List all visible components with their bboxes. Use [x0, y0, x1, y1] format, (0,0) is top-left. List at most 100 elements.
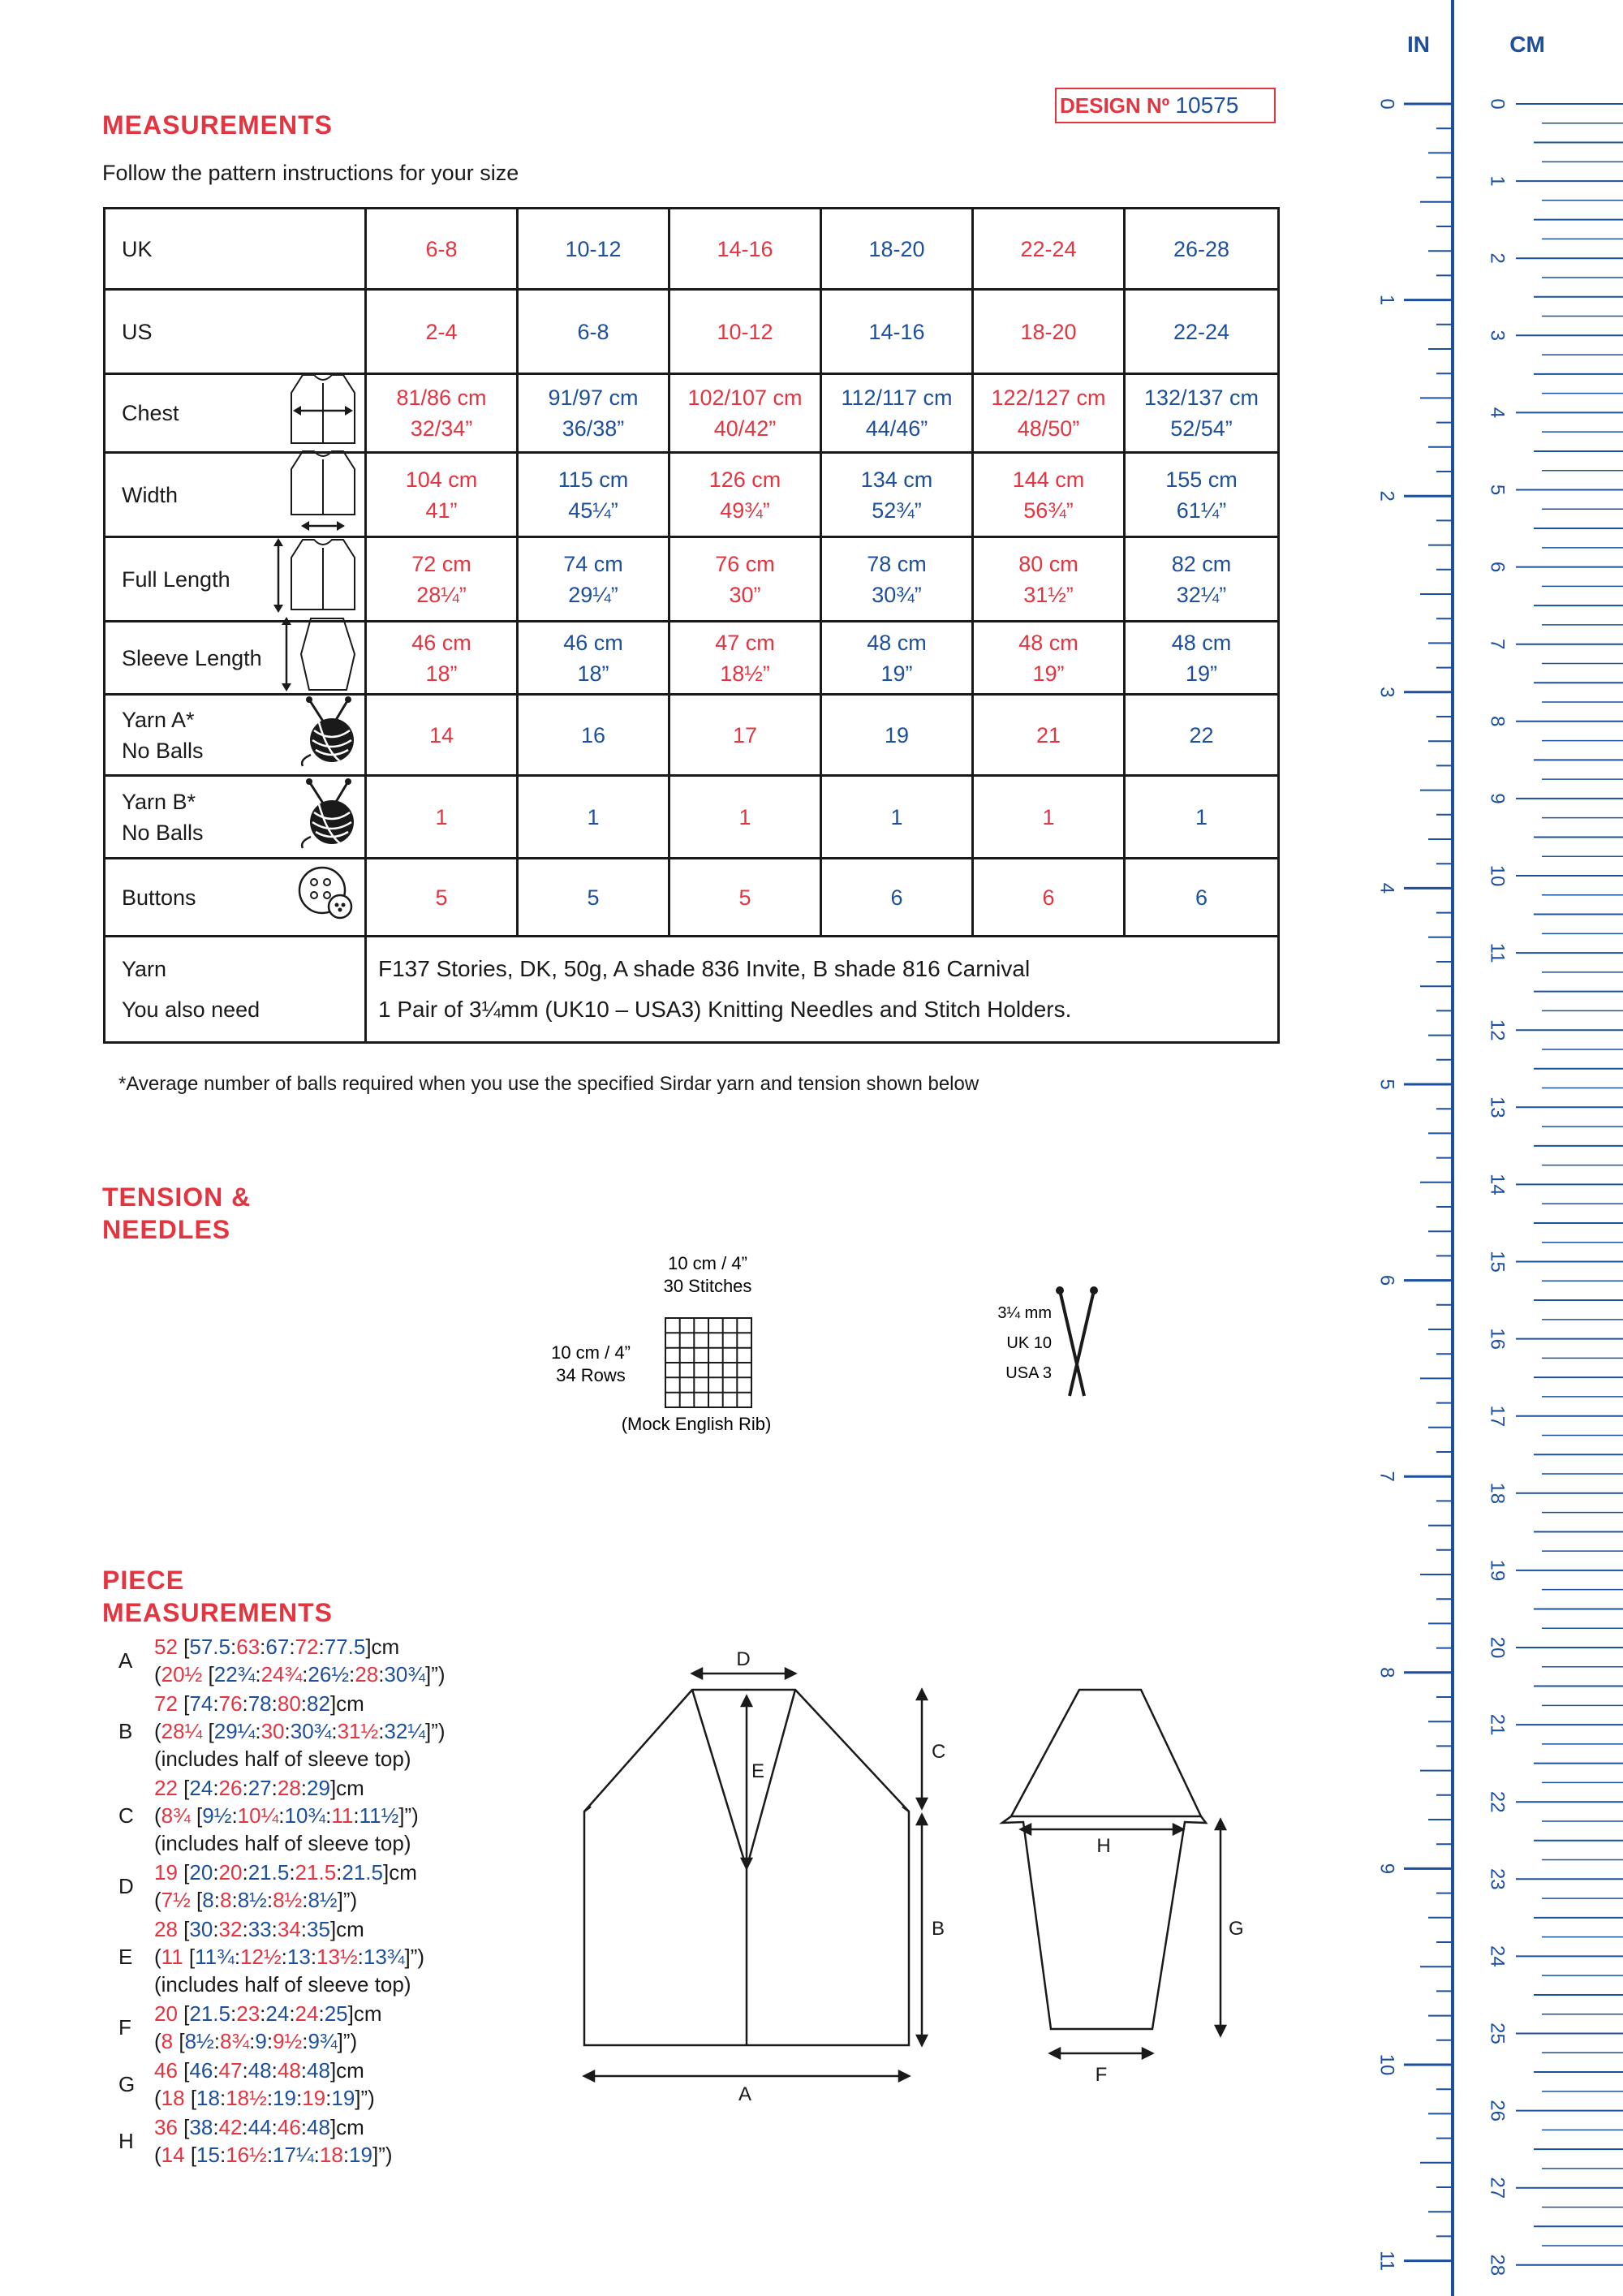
subtitle: Follow the pattern instructions for your… — [102, 161, 519, 185]
size-value: 132/137 cm — [1143, 386, 1259, 410]
size-value-inches: 44/46” — [865, 416, 928, 441]
piece-fragment: : — [219, 2143, 226, 2167]
piece-fragment: [ — [202, 1719, 214, 1743]
piece-fragment: : — [302, 2029, 308, 2053]
piece-fragment: 21.5 — [189, 2001, 230, 2026]
size-cell: 78 cm 30¾” — [820, 536, 974, 622]
size-value: 2-4 — [425, 319, 458, 344]
piece-line2: (18 [18:18½:19:19:19]”) — [154, 2084, 446, 2112]
piece-fragment: 74 — [189, 1691, 213, 1716]
yarn-labels-cell: Yarn You also need — [103, 935, 367, 1044]
cm-number: 16 — [1487, 1328, 1509, 1350]
size-cell: 6 — [820, 857, 974, 937]
cm-number: 14 — [1487, 1174, 1509, 1195]
row-label-line2: No Balls — [122, 820, 204, 845]
piece-fragment: 10¼ — [237, 1803, 279, 1828]
design-number: 10575 — [1175, 93, 1239, 118]
piece-fragment: 8 — [161, 2029, 174, 2053]
cm-number: 21 — [1487, 1714, 1509, 1736]
piece-fragment: : — [260, 1635, 266, 1659]
piece-fragment: 11 — [331, 1803, 354, 1828]
piece-line1: 19 [20:20:21.5:21.5:21.5]cm — [154, 1859, 446, 1886]
cm-number: 10 — [1487, 865, 1509, 887]
piece-note: (includes half of sleeve top) — [154, 1972, 411, 1997]
size-cell: 5 — [516, 857, 670, 937]
size-value: 115 cm — [558, 467, 629, 492]
row-label-cell: Yarn A* No Balls — [103, 693, 367, 777]
row-label-cell: UK — [103, 207, 367, 291]
piece-fragment: : — [213, 2115, 219, 2139]
size-value-inches: 56¾” — [1023, 498, 1074, 523]
piece-fragment: 42 — [218, 2115, 243, 2139]
sleeve-length-icon — [278, 614, 359, 703]
needle-uk-label: UK 10 — [1006, 1334, 1052, 1352]
size-cell: 5 — [668, 857, 822, 937]
cm-number: 27 — [1487, 2177, 1509, 2199]
piece-line2: (7½ [8:8:8½:8½:8½]”) — [154, 1886, 446, 1914]
size-cell: 74 cm 29¼” — [516, 536, 670, 622]
piece-fragment: : — [266, 1888, 273, 1912]
tension-heading-line2: NEEDLES — [102, 1215, 231, 1244]
tension-square-diagram: 10 cm / 4” 30 Stitches 10 cm / 4” 34 Row… — [551, 1253, 771, 1434]
piece-fragment: : — [349, 1662, 355, 1686]
size-cell: 104 cm 41” — [364, 451, 519, 538]
size-value: 104 cm — [405, 467, 478, 492]
row-label-line2: No Balls — [122, 738, 204, 763]
piece-line1: 36 [38:42:44:46:48]cm — [154, 2113, 446, 2141]
piece-fragment: 20 — [218, 1860, 243, 1885]
piece-fragment: 32 — [218, 1917, 243, 1941]
piece-fragment: ]cm — [329, 1917, 364, 1941]
piece-fragment: : — [281, 1945, 287, 1969]
cm-number: 0 — [1487, 98, 1509, 109]
row-label-line1: UK — [122, 236, 153, 261]
piece-fragment: 12½ — [240, 1945, 282, 1969]
row-label-cell: Yarn B* No Balls — [103, 774, 367, 859]
piece-fragment: 28 — [277, 1776, 301, 1800]
size-value: 126 cm — [708, 467, 781, 492]
size-cell: 81/86 cm 32/34” — [364, 373, 519, 454]
piece-fragment: 20 — [154, 2001, 184, 2026]
piece-measurement-b: B 72 [74:76:78:80:82]cm (28¼ [29¼:30:30¾:3… — [118, 1690, 446, 1773]
cm-number: 9 — [1487, 793, 1509, 803]
piece-letter: G — [118, 2072, 136, 2096]
size-cell: 48 cm 19” — [1123, 620, 1280, 696]
piece-fragment: : — [219, 2086, 226, 2110]
yarn-ball-icon — [295, 695, 359, 776]
piece-measurement-h: H 36 [38:42:44:46:48]cm (14 [15:16½:17¼:18… — [118, 2113, 446, 2169]
size-cell: 19 — [820, 693, 974, 777]
piece-fragment: 29¼ — [213, 1719, 256, 1743]
piece-fragment: 11 — [161, 1945, 183, 1969]
size-value: 18-20 — [868, 236, 925, 261]
row-label-line1: Yarn B* — [122, 789, 196, 814]
row-label: Width — [122, 480, 178, 510]
size-cell: 18-20 — [971, 288, 1126, 375]
size-cell: 26-28 — [1123, 207, 1280, 291]
piece-fragment: : — [289, 1860, 295, 1885]
size-cell: 14-16 — [820, 288, 974, 375]
piece-line2: (28¼ [29¼:30:30¾:31½:32¼]”) — [154, 1717, 446, 1745]
piece-fragment: : — [266, 2029, 273, 2053]
cm-number: 11 — [1487, 943, 1509, 963]
size-cell: 122/127 cm 48/50” — [971, 373, 1126, 454]
piece-fragment: ]”) — [337, 2029, 358, 2053]
piece-fragment: 48 — [307, 2058, 330, 2083]
size-cell: 47 cm 18½” — [668, 620, 822, 696]
piece-fragment: : — [271, 2115, 278, 2139]
piece-fragment: ]”) — [372, 2143, 393, 2167]
size-cell: 22-24 — [1123, 288, 1280, 375]
piece-fragment: [ — [183, 2001, 190, 2026]
piece-fragment: 27 — [248, 1776, 272, 1800]
piece-fragment: ]”) — [355, 2086, 375, 2110]
size-value-inches: 48/50” — [1017, 416, 1080, 441]
size-value: 19 — [884, 722, 910, 747]
size-value: 18-20 — [1020, 319, 1077, 344]
piece-measurement-f: F 20 [21.5:23:24:24:25]cm (8 [8½:8¾:9:9½:9… — [118, 2000, 446, 2055]
piece-fragment: 18 — [196, 2086, 220, 2110]
row-label: Full Length — [122, 564, 230, 595]
row-label-cell: Chest — [103, 373, 367, 454]
size-cell: 1 — [820, 774, 974, 859]
size-value: 76 cm — [715, 551, 775, 576]
cm-number: 22 — [1487, 1791, 1509, 1813]
piece-fragment: 8 — [202, 1888, 214, 1912]
piece-fragment: : — [378, 1662, 385, 1686]
